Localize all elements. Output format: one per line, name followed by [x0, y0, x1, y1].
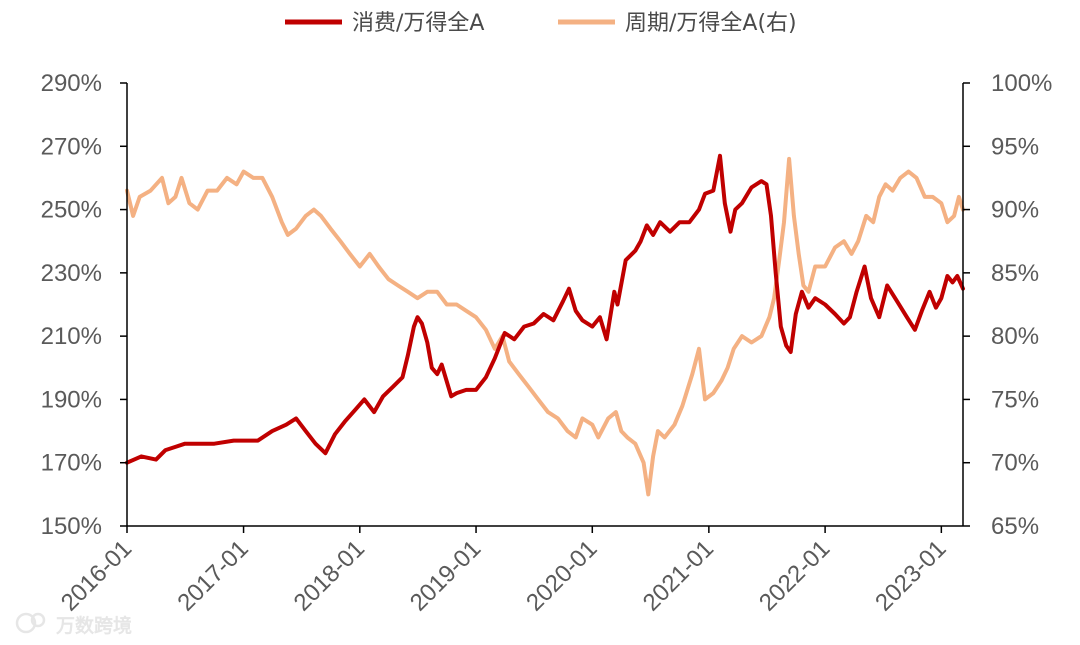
y-left-tick-label: 250%: [41, 197, 102, 224]
y-right-tick-label: 75%: [991, 386, 1039, 413]
series-layer: [125, 153, 965, 497]
y-right-tick-label: 65%: [991, 513, 1039, 540]
series-line-consumer-ratio: [125, 153, 965, 465]
y-right-tick-label: 70%: [991, 450, 1039, 477]
series-line-cyclical-ratio: [125, 156, 965, 497]
watermark: 万数跨境: [15, 612, 132, 637]
y-right-tick-label: 100%: [991, 70, 1052, 97]
y-right-tick-label: 85%: [991, 260, 1039, 287]
y-right-tick-label: 95%: [991, 133, 1039, 160]
y-left-tick-label: 170%: [41, 450, 102, 477]
watermark-logo-icon: [30, 612, 46, 628]
x-tick-label: 2021-01: [638, 535, 719, 616]
x-tick-label: 2022-01: [754, 535, 835, 616]
y-right-tick-label: 90%: [991, 197, 1039, 224]
legend-label: 周期/万得全A(右): [625, 11, 797, 36]
x-tick-label: 2018-01: [289, 535, 370, 616]
y-left-tick-label: 190%: [41, 386, 102, 413]
axes-layer: 150% 170% 190% 210% 230% 250% 270% 290% 65% 70% 75…: [41, 70, 1053, 617]
y-left-tick-label: 150%: [41, 513, 102, 540]
y-left-tick-label: 270%: [41, 133, 102, 160]
watermark-text: 万数跨境: [55, 614, 132, 637]
x-tick-label: 2017-01: [172, 535, 253, 616]
legend: 消费/万得全A 周期/万得全A(右): [285, 11, 797, 36]
legend-label: 消费/万得全A: [352, 11, 484, 36]
y-left-tick-label: 210%: [41, 323, 102, 350]
y-left-tick-label: 290%: [41, 70, 102, 97]
x-tick-label: 2019-01: [405, 535, 486, 616]
x-tick-label: 2016-01: [56, 535, 137, 616]
x-tick-label: 2023-01: [870, 535, 951, 616]
x-tick-label: 2020-01: [521, 535, 602, 616]
watermark-logo-icon: [15, 612, 37, 634]
y-right-tick-label: 80%: [991, 323, 1039, 350]
y-left-tick-label: 230%: [41, 260, 102, 287]
